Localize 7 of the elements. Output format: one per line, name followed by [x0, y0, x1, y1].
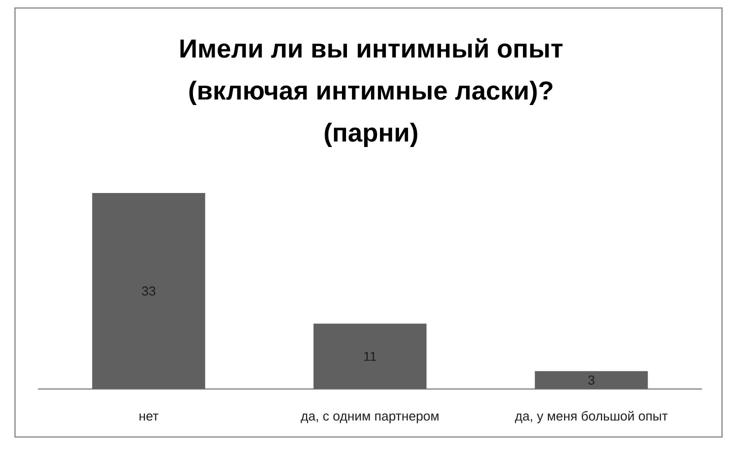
data-label: 3 [588, 375, 594, 385]
x-tick-label: да, с одним партнером [300, 414, 438, 424]
x-tick-label: нет [140, 414, 158, 421]
x-tick-label: да, у меня большой опыт [514, 410, 668, 424]
data-label: 33 [142, 286, 156, 296]
chart-title: Имели ли вы интимный опыт (включая интимные ласки)? (парни) [180, 38, 563, 147]
data-label: 11 [364, 352, 376, 361]
